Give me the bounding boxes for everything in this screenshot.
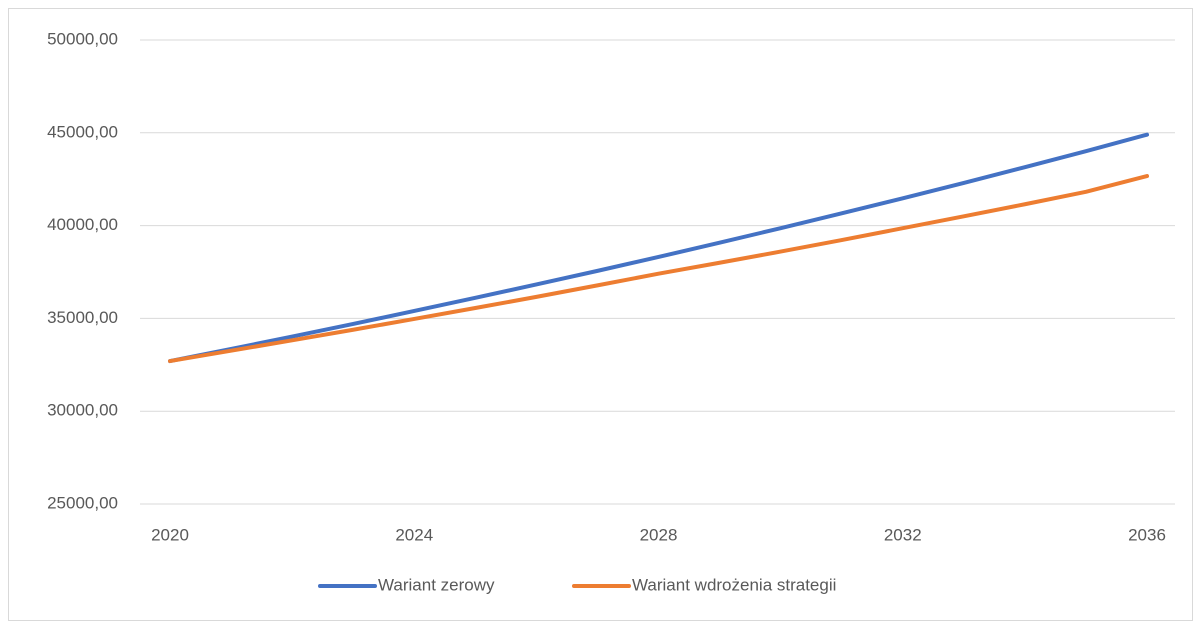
chart-border xyxy=(8,8,1193,621)
x-tick-label: 2028 xyxy=(640,525,678,544)
x-tick-label: 2036 xyxy=(1128,525,1166,544)
series-line xyxy=(168,174,1149,364)
y-tick-label: 30000,00 xyxy=(47,401,118,420)
y-tick-label: 25000,00 xyxy=(47,493,118,512)
y-tick-label: 40000,00 xyxy=(47,215,118,234)
series-line xyxy=(168,132,1149,364)
x-tick-label: 2020 xyxy=(151,525,189,544)
legend-label: Wariant zerowy xyxy=(378,575,495,594)
legend-label: Wariant wdrożenia strategii xyxy=(632,575,836,594)
x-tick-label: 2032 xyxy=(884,525,922,544)
y-tick-label: 35000,00 xyxy=(47,308,118,327)
x-tick-label: 2024 xyxy=(395,525,433,544)
y-tick-label: 50000,00 xyxy=(47,29,118,48)
y-tick-label: 45000,00 xyxy=(47,122,118,141)
